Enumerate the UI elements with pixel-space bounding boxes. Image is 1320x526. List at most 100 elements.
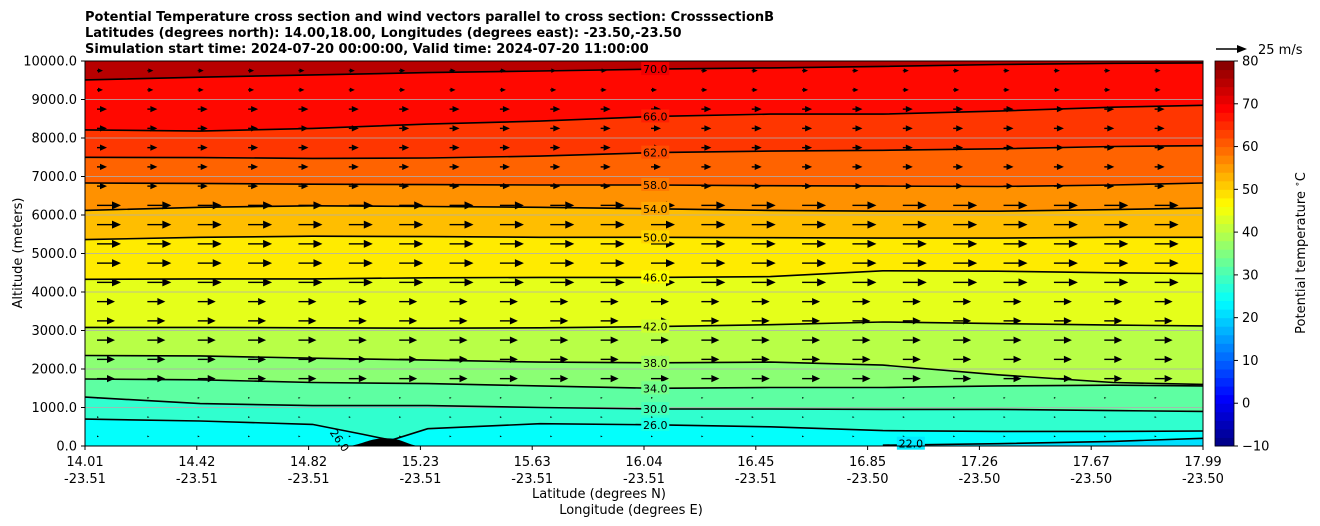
wind-vector	[1154, 68, 1161, 73]
wind-vector	[499, 220, 524, 229]
wind-vector	[449, 220, 474, 229]
wind-vector	[550, 416, 553, 419]
wind-vector	[852, 298, 871, 306]
wind-vector	[1104, 375, 1123, 383]
wind-vector	[449, 105, 460, 113]
wind-vector	[852, 87, 859, 93]
wind-vector	[399, 416, 402, 419]
wind-vector	[248, 317, 267, 325]
wind-vector	[751, 87, 758, 93]
x-tick-label-latitude: 16.04	[625, 455, 662, 470]
colorbar-segment	[1215, 61, 1234, 71]
wind-vector	[147, 355, 166, 363]
wind-vector	[1154, 355, 1173, 363]
wind-vector	[1154, 298, 1173, 306]
wind-vector	[651, 125, 661, 132]
wind-vector	[97, 435, 99, 438]
wind-vector	[600, 220, 625, 229]
wind-vector	[399, 87, 406, 93]
wind-vector	[197, 105, 208, 113]
wind-vector	[600, 396, 603, 399]
wind-vector	[248, 87, 255, 93]
wind-vector	[1154, 259, 1179, 268]
wind-vector	[802, 259, 827, 268]
wind-vector	[852, 375, 871, 383]
wind-vector	[751, 435, 754, 438]
wind-vector	[1154, 220, 1179, 229]
wind-vector	[1104, 125, 1115, 132]
colorbar-segment	[1215, 146, 1234, 156]
wind-vector	[298, 435, 301, 438]
wind-vector	[550, 259, 575, 268]
chart-title-line-2: Latitudes (degrees north): 14.00,18.00, …	[85, 26, 682, 41]
x-tick-label-latitude: 15.63	[514, 455, 551, 470]
wind-vector	[1104, 259, 1129, 268]
wind-vector	[499, 435, 502, 438]
wind-vector	[902, 105, 913, 113]
wind-vector	[197, 259, 222, 268]
wind-vector	[1104, 355, 1123, 363]
wind-vector	[902, 278, 927, 287]
chart-title-line-3: Simulation start time: 2024-07-20 00:00:…	[85, 42, 649, 57]
wind-vector	[902, 396, 905, 399]
wind-vector	[1003, 396, 1006, 399]
wind-vector	[97, 416, 99, 419]
wind-vector	[1053, 259, 1078, 268]
wind-vector	[197, 396, 200, 399]
wind-vector	[953, 87, 960, 93]
colorbar-segment	[1215, 138, 1234, 148]
colorbar-segment	[1215, 334, 1234, 344]
wind-vector	[348, 259, 373, 268]
wind-vector	[701, 259, 726, 268]
colorbar-segment	[1215, 189, 1234, 199]
colorbar-segment	[1215, 180, 1234, 190]
wind-vector	[600, 317, 619, 325]
wind-vector	[953, 355, 972, 363]
colorbar-segment	[1215, 403, 1234, 413]
wind-vector	[902, 87, 909, 93]
wind-vector	[802, 125, 813, 132]
colorbar-tick-label: 30	[1242, 268, 1259, 283]
wind-vector	[499, 105, 510, 113]
x-tick-label-longitude: -23.51	[735, 472, 777, 487]
wind-vector	[651, 259, 675, 268]
wind-vector	[1053, 435, 1056, 438]
colorbar-segment	[1215, 411, 1234, 421]
colorbar-segment	[1215, 163, 1234, 173]
wind-vector	[348, 298, 367, 306]
wind-vector	[1003, 68, 1010, 73]
wind-vector	[298, 375, 317, 383]
wind-vector	[852, 259, 877, 268]
wind-vector	[147, 239, 172, 248]
wind-vector	[348, 105, 359, 113]
wind-vector	[499, 375, 518, 383]
wind-vector	[147, 144, 158, 151]
wind-vector	[147, 416, 150, 419]
colorbar-segment	[1215, 69, 1234, 79]
wind-vector	[1053, 336, 1072, 344]
wind-vector	[399, 163, 410, 171]
wind-vector	[499, 317, 518, 325]
wind-vector	[298, 68, 305, 73]
colorbar-segment	[1215, 206, 1234, 216]
colorbar-segment	[1215, 129, 1234, 139]
wind-vector	[197, 298, 216, 306]
wind-vector	[298, 416, 301, 419]
wind-vector	[248, 375, 267, 383]
wind-vector	[399, 68, 406, 73]
wind-vector	[147, 375, 166, 383]
y-axis-label: Altitude (meters)	[11, 198, 26, 309]
wind-vector	[1003, 416, 1006, 419]
wind-vector	[197, 317, 216, 325]
wind-vector	[550, 125, 561, 132]
x-tick-label-latitude: 16.85	[849, 455, 886, 470]
wind-vector	[147, 68, 154, 73]
wind-vector	[1003, 355, 1022, 363]
wind-vector	[953, 125, 964, 132]
wind-vector	[852, 105, 863, 113]
wind-vector	[953, 336, 972, 344]
wind-vector	[449, 125, 460, 132]
wind-vector	[298, 105, 309, 113]
wind-vector	[449, 278, 474, 287]
wind-vector	[751, 201, 776, 210]
